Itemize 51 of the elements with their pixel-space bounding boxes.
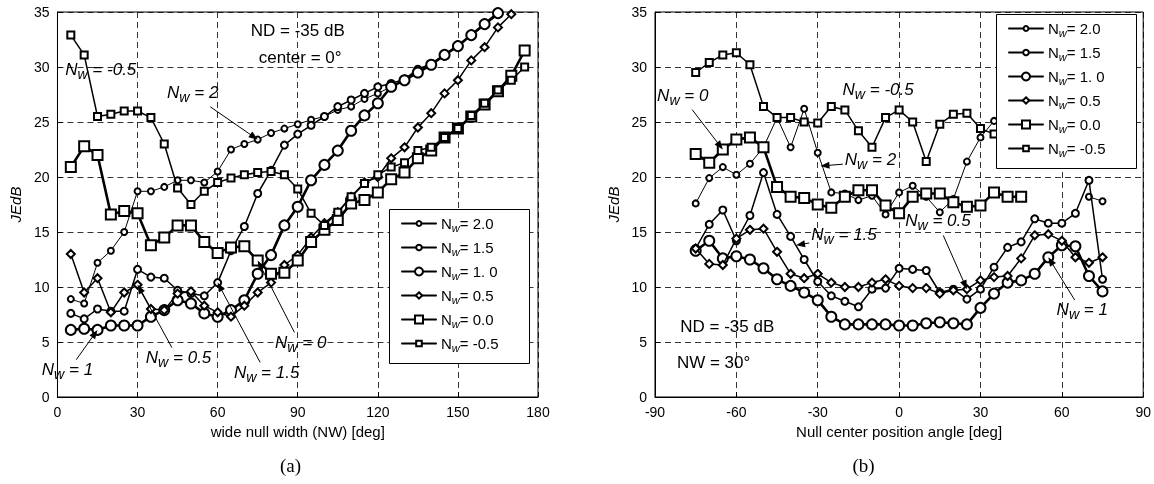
y-tick-label: 25 (33, 114, 50, 130)
annotation: N$_{w}$ = 0 (275, 332, 327, 356)
y-tick-label: 5 (41, 334, 50, 350)
annotation: N$_{w}$ = 1.5 (233, 362, 300, 386)
y-tick-label: 20 (33, 169, 50, 185)
annotation: N$_{w}$ = -0.5 (65, 59, 137, 84)
x-tick-label: 0 (53, 404, 62, 420)
x-tick-label: 150 (446, 404, 470, 420)
x-tick-label: 30 (972, 404, 989, 420)
y-tick-label: 35 (631, 4, 648, 20)
y-tick-label: 35 (33, 4, 50, 20)
x-tick-label: 90 (289, 404, 306, 420)
annotation: ND = -35 dB (680, 316, 775, 336)
x-tick-label: 180 (526, 404, 550, 420)
x-axis-title: Null center position angle [deg] (796, 422, 1003, 440)
x-axis-title: wide null width (NW) [deg] (209, 422, 385, 440)
x-tick-label: -60 (726, 404, 747, 420)
y-tick-label: 25 (631, 114, 648, 130)
y-tick-label: 10 (631, 279, 648, 295)
x-tick-label: -90 (644, 404, 666, 420)
y-tick-label: 0 (41, 389, 50, 405)
x-tick-label: 120 (366, 404, 390, 420)
y-tick-label: 30 (631, 59, 648, 75)
y-tick-label: 15 (631, 224, 648, 240)
annotation: N$_{w}$ = 0.5 (905, 210, 971, 235)
x-tick-label: 60 (1054, 404, 1070, 420)
y-tick-label: 15 (33, 224, 50, 240)
y-tick-label: 20 (631, 169, 648, 185)
annotation: N$_{w}$ = 2 (167, 82, 219, 106)
y-axis-title: JEdB (604, 186, 622, 224)
text: (a) (279, 455, 302, 477)
y-tick-label: 10 (33, 279, 50, 295)
annotation: N$_{w}$ = 0 (657, 85, 709, 109)
x-tick-label: 0 (895, 404, 904, 420)
y-tick-label: 30 (33, 59, 50, 75)
annotation: N$_{w}$ = 1 (1056, 300, 1108, 324)
annotation: N$_{w}$ = 1.5 (811, 224, 877, 249)
annotation: NW = 30° (676, 353, 751, 373)
annotation: N$_{w}$ = 2 (844, 149, 897, 174)
annotation: ND = -35 dB (250, 21, 345, 41)
x-tick-label: 30 (129, 404, 146, 420)
x-tick-label: 90 (1135, 404, 1152, 420)
x-tick-label: 60 (209, 404, 226, 420)
y-axis-title: JEdB (7, 186, 24, 224)
y-tick-label: 0 (639, 389, 648, 405)
annotation: N$_{w}$ = 0.5 (145, 347, 212, 371)
y-tick-label: 5 (639, 334, 648, 350)
annotation: N$_{w}$ = -0.5 (842, 79, 914, 104)
annotation: center = 0° (258, 48, 342, 68)
x-tick-label: -30 (807, 404, 829, 420)
text: (b) (852, 455, 875, 477)
